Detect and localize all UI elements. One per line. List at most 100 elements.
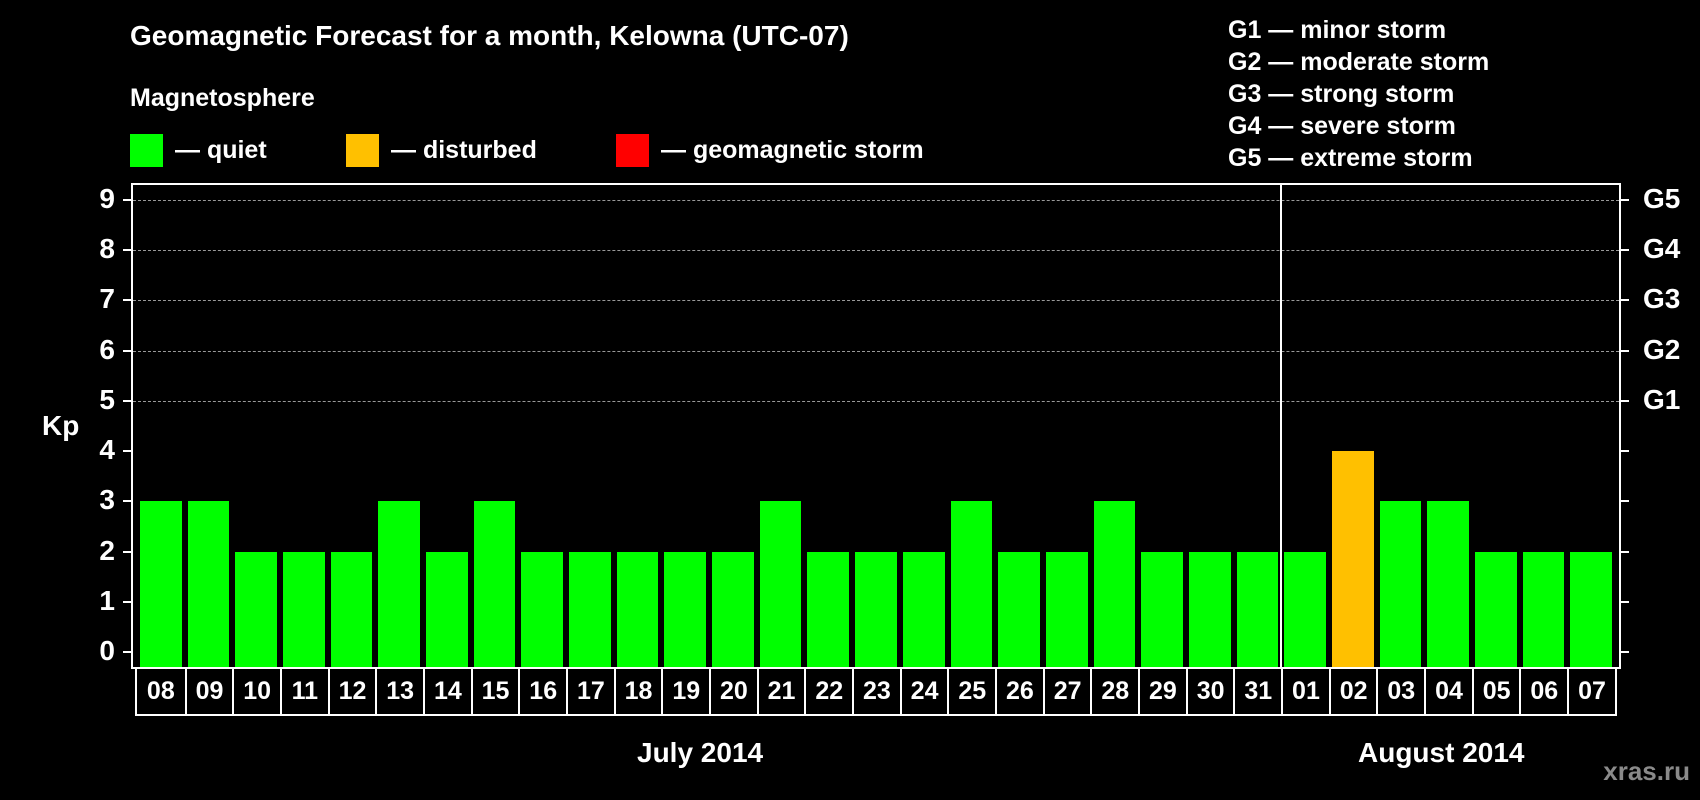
y-tick-label: 8 [99,233,115,265]
x-day-label: 23 [852,668,900,714]
gridline-kp-9 [133,200,1619,201]
kp-bar-02 [1331,451,1374,667]
y-tick-label: 1 [99,584,115,616]
x-day-label: 05 [1471,668,1520,714]
kp-bar-29 [1141,551,1183,667]
kp-bar-01 [1284,551,1326,667]
kp-bar-28 [1093,501,1136,667]
gridline-kp-7 [133,300,1619,302]
y-tick-right [1619,500,1629,503]
g-scale-tick-label: G1 [1643,383,1681,415]
y-tick-left [123,249,133,252]
x-day-label: 31 [1233,668,1281,714]
kp-bar-19 [664,551,707,667]
x-day-label: 25 [947,668,995,714]
kp-bar-18 [616,551,659,667]
y-axis-label: Kp [42,410,80,441]
x-day-label: 13 [375,668,423,714]
kp-bar-09 [187,501,230,667]
x-day-label: 16 [518,668,566,714]
x-day-label: 10 [232,668,280,714]
legend-storm: — geomagnetic storm [616,134,924,167]
x-day-label: 20 [709,668,757,714]
gridline-kp-8 [133,250,1619,252]
x-day-label: 22 [804,668,852,714]
y-tick-label: 3 [99,484,115,516]
kp-bar-03 [1379,501,1422,667]
y-tick-right [1619,349,1629,352]
kp-bar-04 [1427,501,1469,667]
x-day-label: 07 [1567,668,1615,714]
month-label-august: August 2014 [1358,737,1525,768]
y-tick-right [1619,299,1629,302]
x-day-label: 14 [423,668,471,714]
g4-legend: G4 — severe storm [1228,112,1456,140]
g2-legend: G2 — moderate storm [1228,48,1490,76]
legend-storm-label: — geomagnetic storm [661,136,924,164]
kp-bar-05 [1474,551,1517,667]
x-day-label: 08 [146,676,175,705]
kp-bar-10 [235,551,278,667]
g-scale-tick-label: G3 [1643,283,1681,315]
x-day-label: 15 [470,668,519,714]
y-tick-label: 0 [99,635,115,666]
month-divider [1280,185,1283,667]
y-tick-label: 5 [99,383,115,415]
g-scale-legend: G1 — minor storm G2 — moderate storm G3 … [1228,14,1489,174]
y-tick-left [123,299,133,302]
y-tick-right [1619,550,1629,553]
x-day-label: 19 [661,668,709,714]
y-tick-left [123,450,133,453]
y-tick-right [1619,199,1629,201]
kp-bar-31 [1236,551,1279,667]
y-tick-right [1619,600,1629,603]
kp-bar-17 [569,551,611,667]
y-tick-left [123,399,133,402]
legend-disturbed: — disturbed [346,134,537,167]
y-tick-left [123,199,133,201]
x-day-label: 27 [1042,668,1091,714]
kp-bar-06 [1522,551,1565,667]
g1-legend: G1 — minor storm [1228,16,1447,44]
x-day-label: 09 [184,668,233,714]
x-day-label: 24 [899,668,948,714]
kp-bar-27 [1045,551,1088,667]
kp-bar-14 [426,551,468,667]
y-tick-left [123,349,133,352]
x-day-label: 26 [995,668,1043,714]
plot-area [131,183,1621,669]
y-tick-label: 7 [99,283,115,315]
x-day-label: 12 [327,668,376,714]
x-day-label: 28 [1090,668,1138,714]
y-tick-left [123,550,133,553]
x-axis-day-labels: 08 09 10 11 12 13 14 15 16 17 18 19 20 21 22 23 24 25 26 27… [135,668,1617,716]
y-tick-left [123,651,133,653]
disturbed-swatch [346,134,379,167]
g-scale-tick-label: G2 [1643,333,1681,365]
kp-bar-13 [378,501,421,667]
g3-legend: G3 — strong storm [1228,80,1455,108]
x-day-label: 30 [1185,668,1234,714]
g-scale-tick-label: G4 [1643,233,1681,265]
quiet-swatch [130,134,163,167]
kp-bar-25 [950,501,993,667]
y-tick-label: 4 [99,434,115,466]
kp-bar-30 [1188,551,1231,667]
y-tick-right [1619,399,1629,402]
x-day-label: 02 [1328,668,1377,714]
y-tick-label: 6 [99,333,115,365]
kp-bar-22 [807,551,850,667]
y-tick-label: 2 [99,534,115,566]
x-day-label: 01 [1281,668,1329,714]
x-day-label: 03 [1376,668,1424,714]
month-label-july: July 2014 [637,737,764,768]
g5-legend: G5 — extreme storm [1228,144,1473,172]
legend-quiet-label: — quiet [175,136,267,164]
y-tick-right [1619,249,1629,252]
kp-bar-21 [759,501,802,667]
watermark: xras.ru [1603,756,1690,786]
y-tick-left [123,600,133,603]
y-tick-right [1619,651,1629,653]
x-day-label: 21 [756,668,805,714]
x-day-label: 29 [1138,668,1186,714]
